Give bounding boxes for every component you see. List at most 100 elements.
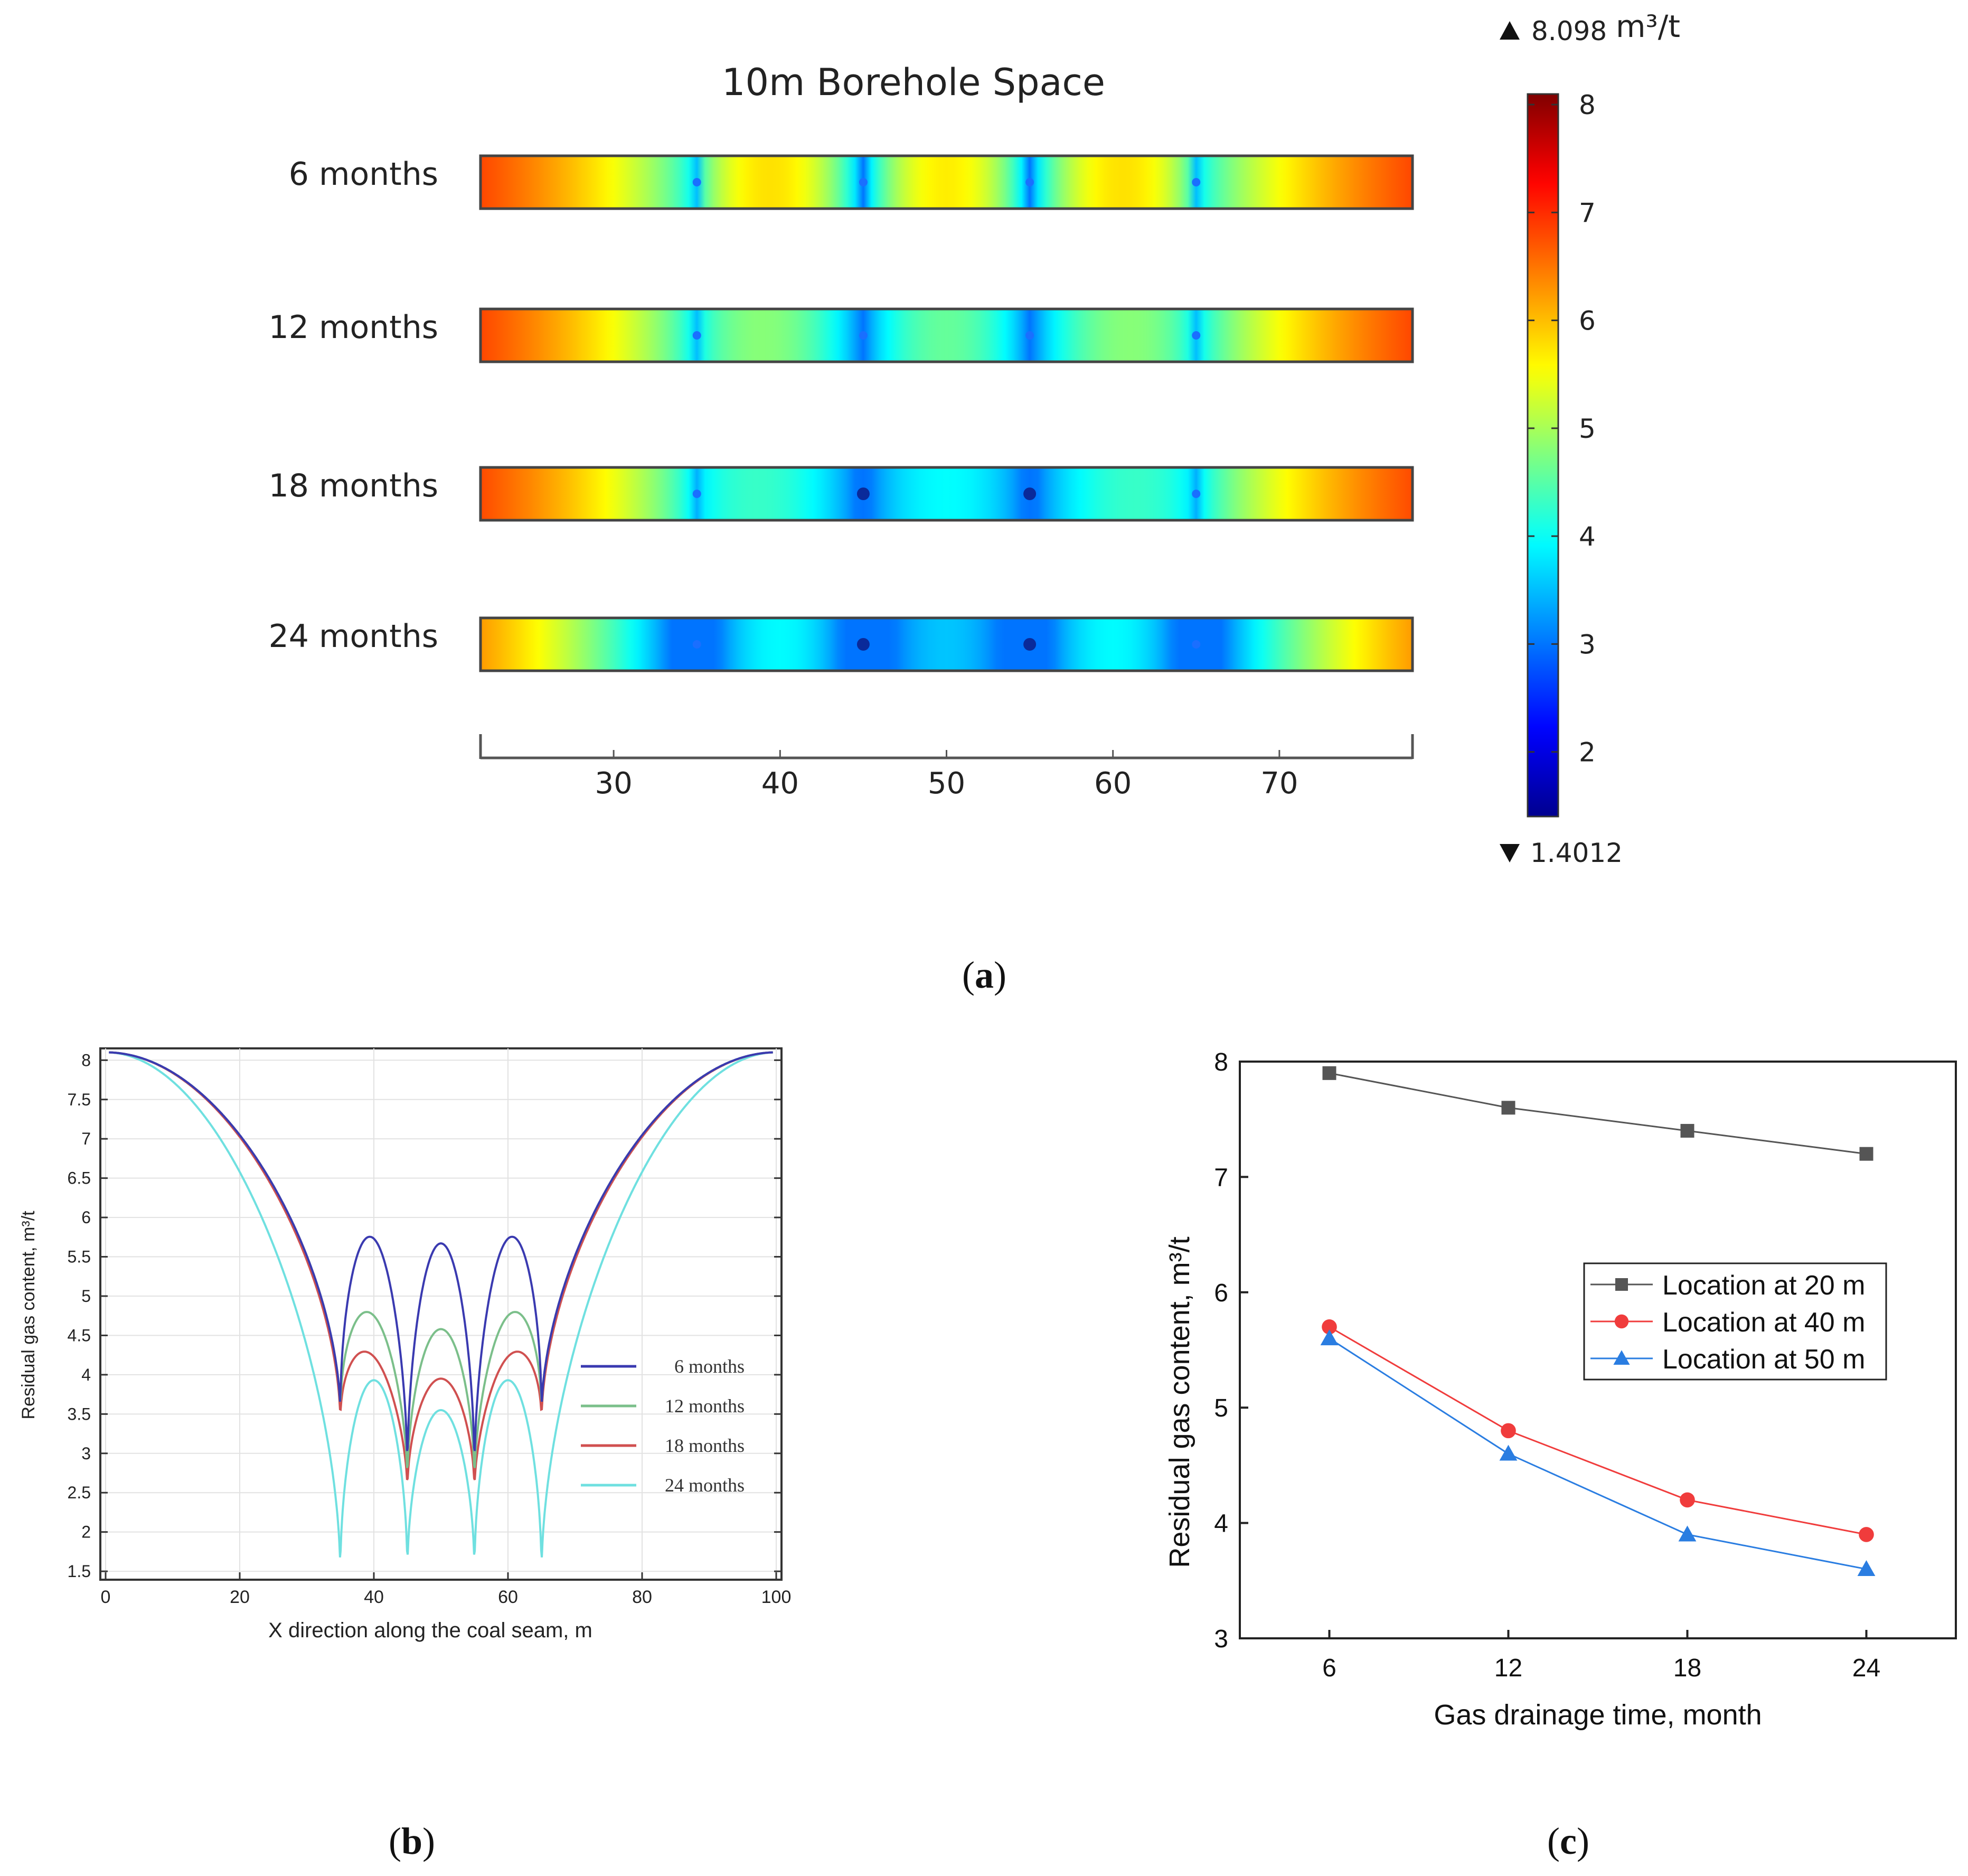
caption-a: (a): [962, 954, 1006, 996]
x-tick-label: 24: [1852, 1654, 1880, 1682]
y-tick-label: 7.5: [68, 1090, 91, 1109]
colorbar-tick-label: 5: [1579, 414, 1596, 444]
borehole-marker: [856, 487, 870, 500]
y-tick-label: 2: [81, 1523, 91, 1542]
y-tick-label: 6: [81, 1208, 91, 1227]
borehole-marker: [692, 331, 701, 340]
borehole-marker: [1192, 640, 1201, 649]
y-tick-label: 2.5: [68, 1483, 91, 1502]
y-tick-label: 4: [1214, 1510, 1228, 1538]
caption-c-letter: c: [1560, 1820, 1577, 1862]
y-tick-label: 8: [81, 1050, 91, 1070]
borehole-marker: [1192, 490, 1201, 498]
data-point: [1322, 1319, 1337, 1335]
svg-text:(c): (c): [1547, 1820, 1589, 1862]
legend-label: Location at 40 m: [1662, 1307, 1865, 1338]
legend-label: 12 months: [665, 1395, 745, 1417]
heatmap-row-4: [479, 616, 1414, 672]
data-point: [1615, 1278, 1628, 1291]
y-tick-label: 3: [1214, 1625, 1228, 1653]
x-tick-label: 12: [1494, 1654, 1522, 1682]
data-point: [1680, 1492, 1695, 1508]
colorbar-unit: m³/t: [1616, 8, 1680, 44]
y-tick-label: 5: [81, 1287, 91, 1306]
x-tick-label: 40: [364, 1587, 384, 1607]
y-tick-label: 8: [1214, 1048, 1228, 1076]
x-tick-label: 60: [498, 1587, 518, 1607]
caption-b: (b): [389, 1820, 435, 1862]
y-tick-label: 6.5: [68, 1169, 91, 1188]
y-tick-label: 4.5: [68, 1326, 91, 1345]
x-axis-label: X direction along the coal seam, m: [268, 1619, 592, 1642]
borehole-marker: [859, 331, 868, 340]
borehole-marker: [1023, 487, 1037, 500]
row-label: 12 months: [269, 309, 438, 346]
x-axis-label: Gas drainage time, month: [1434, 1699, 1762, 1731]
series-line-1: [1329, 1072, 1867, 1155]
data-point: [1859, 1527, 1874, 1542]
x-tick-label: 80: [632, 1587, 652, 1607]
data-point: [1501, 1101, 1515, 1115]
borehole-marker: [1025, 178, 1034, 186]
x-tick-label: 40: [761, 766, 799, 801]
y-tick-label: 7: [81, 1129, 91, 1148]
caption-a-letter: a: [975, 954, 994, 996]
data-point: [1614, 1314, 1629, 1329]
x-tick-label: 20: [230, 1587, 250, 1607]
y-tick-label: 3.5: [68, 1404, 91, 1423]
panel-a: 10m Borehole Space 6 months 12 months 18 m…: [269, 8, 1680, 996]
borehole-marker: [1025, 331, 1034, 340]
legend-label: Location at 20 m: [1662, 1270, 1865, 1301]
panel-c: 3 4 5 6 7 8 6 12 18 24 Location at 20 m Location a…: [1164, 1048, 1957, 1862]
svg-text:(a): (a): [962, 954, 1006, 996]
data-point: [1501, 1423, 1516, 1439]
row-label: 18 months: [269, 467, 438, 504]
heatmap-row-1: [479, 154, 1414, 210]
colorbar-tick-label: 3: [1579, 629, 1596, 660]
y-tick-label: 5.5: [68, 1247, 91, 1267]
data-point: [1678, 1525, 1697, 1542]
series-line-24-months: [109, 1051, 773, 1558]
borehole-marker: [859, 178, 868, 186]
colorbar-tick-label: 4: [1579, 521, 1596, 552]
y-tick-label: 7: [1214, 1164, 1228, 1192]
y-tick-label: 4: [81, 1365, 91, 1384]
colorbar-tick-label: 2: [1579, 737, 1596, 768]
x-tick-label: 0: [101, 1587, 111, 1607]
panel-a-title: 10m Borehole Space: [722, 61, 1105, 104]
x-tick-label: 18: [1673, 1654, 1701, 1682]
colorbar-tick-label: 7: [1579, 198, 1596, 228]
colorbar-min-arrow-icon: [1500, 844, 1520, 862]
x-tick-label: 100: [761, 1587, 792, 1607]
data-point: [1322, 1066, 1336, 1080]
borehole-marker: [1023, 638, 1037, 651]
heatmap-row-3: [479, 466, 1414, 522]
caption-b-letter: b: [401, 1820, 422, 1862]
x-tick-label: 60: [1094, 766, 1132, 801]
legend-label: 24 months: [665, 1475, 745, 1496]
y-tick-label: 3: [81, 1444, 91, 1463]
y-tick-label: 1.5: [68, 1562, 91, 1581]
legend-label: Location at 50 m: [1662, 1344, 1865, 1375]
legend-label: 6 months: [674, 1356, 745, 1377]
panel-b-plot-frame: [99, 1047, 783, 1581]
colorbar-tick-label: 8: [1579, 90, 1596, 120]
data-point: [1320, 1329, 1339, 1346]
colorbar: 8.098 m³/t 1.4012 2 3 4 5 6 7 8: [1500, 8, 1680, 868]
panel-a-x-axis: 30 40 50 60 70: [479, 734, 1414, 801]
y-tick-label: 6: [1214, 1279, 1228, 1307]
heatmap-row-2: [479, 307, 1414, 363]
borehole-marker: [692, 490, 701, 498]
data-point: [1857, 1560, 1876, 1576]
colorbar-gradient: [1527, 93, 1559, 818]
y-axis-label: Residual gas content, m³/t: [18, 1211, 39, 1420]
series-line-3: [1329, 1337, 1867, 1570]
colorbar-max: 8.098: [1531, 16, 1607, 46]
row-label: 6 months: [289, 156, 438, 193]
colorbar-min: 1.4012: [1530, 838, 1623, 868]
series-line-6-months: [109, 1051, 773, 1451]
y-tick-label: 5: [1214, 1394, 1228, 1422]
caption-c: (c): [1547, 1820, 1589, 1862]
borehole-marker: [1192, 331, 1201, 340]
legend-label: 18 months: [665, 1435, 745, 1456]
